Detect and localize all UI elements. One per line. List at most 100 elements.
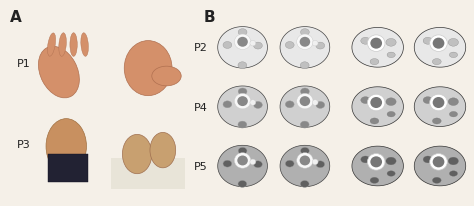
Ellipse shape <box>361 97 370 104</box>
Polygon shape <box>414 28 466 68</box>
Circle shape <box>250 41 256 47</box>
Circle shape <box>367 95 385 111</box>
Ellipse shape <box>370 177 379 184</box>
Ellipse shape <box>124 41 172 96</box>
Polygon shape <box>352 87 403 127</box>
Text: A: A <box>9 10 21 25</box>
Ellipse shape <box>448 157 458 165</box>
Polygon shape <box>218 146 267 187</box>
Text: P2: P2 <box>194 43 208 53</box>
Polygon shape <box>414 146 466 186</box>
Circle shape <box>250 100 256 106</box>
Ellipse shape <box>70 34 77 57</box>
Ellipse shape <box>59 34 66 57</box>
Polygon shape <box>352 28 403 68</box>
Ellipse shape <box>47 34 55 57</box>
Circle shape <box>367 154 385 170</box>
Circle shape <box>370 97 382 109</box>
Ellipse shape <box>387 53 395 58</box>
Ellipse shape <box>285 101 294 108</box>
Ellipse shape <box>423 38 432 45</box>
Circle shape <box>234 153 251 168</box>
Text: P3: P3 <box>17 139 30 149</box>
Text: P1: P1 <box>17 59 30 69</box>
Ellipse shape <box>387 112 395 117</box>
Ellipse shape <box>301 89 310 95</box>
Ellipse shape <box>254 43 262 50</box>
Polygon shape <box>414 87 466 127</box>
Ellipse shape <box>301 62 309 69</box>
Circle shape <box>297 94 313 109</box>
Polygon shape <box>218 27 267 69</box>
Ellipse shape <box>361 38 370 45</box>
Circle shape <box>234 35 251 50</box>
Ellipse shape <box>238 29 247 36</box>
Ellipse shape <box>301 122 309 128</box>
Ellipse shape <box>449 53 457 58</box>
Circle shape <box>312 100 318 106</box>
Ellipse shape <box>449 171 457 176</box>
Ellipse shape <box>301 148 310 154</box>
Circle shape <box>300 156 310 166</box>
Ellipse shape <box>423 156 432 163</box>
Ellipse shape <box>38 47 79 98</box>
Text: B: B <box>204 10 216 25</box>
Circle shape <box>433 97 445 109</box>
Ellipse shape <box>238 148 247 154</box>
Ellipse shape <box>387 171 395 176</box>
Ellipse shape <box>301 181 309 187</box>
Ellipse shape <box>316 161 325 168</box>
Circle shape <box>237 156 248 166</box>
Circle shape <box>297 35 313 50</box>
Ellipse shape <box>448 98 458 106</box>
Bar <box>48 154 88 182</box>
Ellipse shape <box>386 157 396 165</box>
Ellipse shape <box>238 181 247 187</box>
Ellipse shape <box>285 160 294 167</box>
Circle shape <box>300 38 310 48</box>
Ellipse shape <box>254 161 262 168</box>
Ellipse shape <box>370 59 379 65</box>
Ellipse shape <box>386 39 396 47</box>
Circle shape <box>300 97 310 107</box>
Circle shape <box>297 153 313 168</box>
Bar <box>111 158 185 190</box>
Ellipse shape <box>316 43 325 50</box>
Ellipse shape <box>223 160 232 167</box>
Text: P4: P4 <box>194 102 208 112</box>
Ellipse shape <box>122 135 152 174</box>
Circle shape <box>430 154 447 170</box>
Ellipse shape <box>238 89 247 95</box>
Circle shape <box>433 157 445 167</box>
Ellipse shape <box>150 133 176 168</box>
Ellipse shape <box>423 97 432 104</box>
Circle shape <box>367 36 385 52</box>
Polygon shape <box>280 146 330 187</box>
Ellipse shape <box>432 59 441 65</box>
Circle shape <box>430 36 447 52</box>
Polygon shape <box>218 87 267 128</box>
Ellipse shape <box>254 102 262 109</box>
Circle shape <box>370 157 382 167</box>
Ellipse shape <box>238 62 247 69</box>
Ellipse shape <box>152 67 181 87</box>
Circle shape <box>370 39 382 49</box>
Ellipse shape <box>223 101 232 108</box>
Ellipse shape <box>432 177 441 184</box>
Circle shape <box>433 39 445 49</box>
Text: P5: P5 <box>194 161 208 171</box>
Circle shape <box>430 95 447 111</box>
Circle shape <box>234 94 251 109</box>
Ellipse shape <box>46 119 86 174</box>
Polygon shape <box>280 27 330 69</box>
Polygon shape <box>352 146 403 186</box>
Ellipse shape <box>448 39 458 47</box>
Circle shape <box>237 38 248 48</box>
Circle shape <box>237 97 248 107</box>
Circle shape <box>250 159 256 165</box>
Ellipse shape <box>301 29 310 36</box>
Ellipse shape <box>81 34 88 57</box>
Ellipse shape <box>285 42 294 49</box>
Polygon shape <box>280 87 330 128</box>
Ellipse shape <box>370 118 379 124</box>
